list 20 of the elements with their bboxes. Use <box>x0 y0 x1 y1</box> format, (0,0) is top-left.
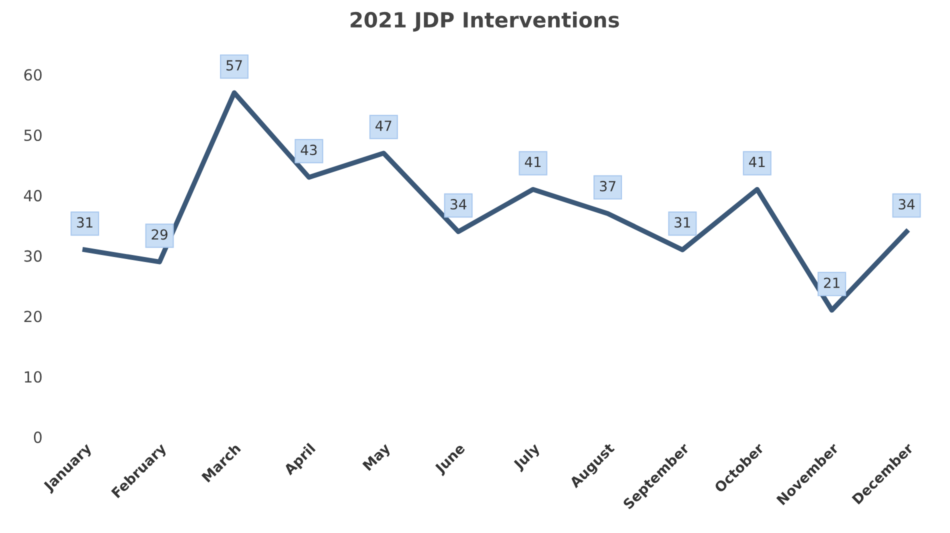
y-tick-label: 40 <box>24 190 42 202</box>
data-label: 57 <box>226 60 242 71</box>
data-label: 47 <box>375 120 392 131</box>
y-tick-label: 30 <box>24 250 42 262</box>
y-tick-label: 50 <box>24 129 42 142</box>
data-label: 21 <box>824 278 840 288</box>
y-tick-label: 10 <box>24 371 42 383</box>
data-label: 34 <box>898 199 915 210</box>
data-label: 37 <box>600 180 616 192</box>
y-tick-label: 60 <box>24 69 42 81</box>
data-label: 29 <box>152 229 168 240</box>
y-tick-label: 0 <box>34 432 42 444</box>
data-label: 41 <box>749 156 765 168</box>
chart-title: 2021 JDP Interventions <box>350 12 619 32</box>
data-label: 31 <box>77 217 92 228</box>
data-label: 31 <box>674 217 690 228</box>
y-tick-label: 20 <box>24 310 42 322</box>
data-label: 41 <box>524 156 541 168</box>
data-label: 43 <box>300 144 317 156</box>
data-label: 34 <box>450 199 466 210</box>
